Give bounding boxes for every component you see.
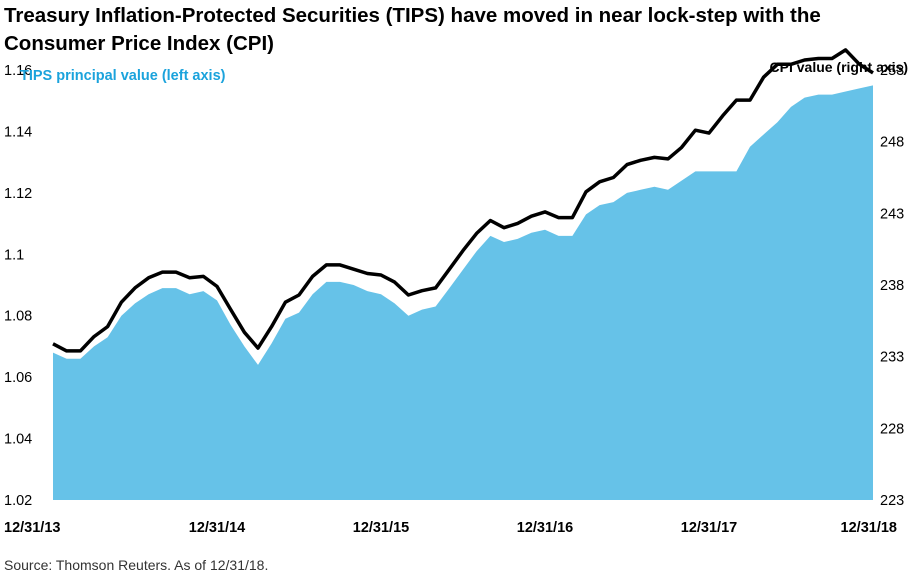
cpi-line-series: [52, 48, 874, 353]
right-tick-label: 228: [880, 421, 904, 437]
source-note: Source: Thomson Reuters. As of 12/31/18.: [4, 557, 269, 573]
left-tick-label: 1.1: [4, 247, 24, 263]
right-tick-label: 253: [880, 63, 904, 79]
right-axis: 253 248 243 238 233 228 223: [880, 63, 904, 509]
x-axis: 12/31/13 12/31/14 12/31/15 12/31/16 12/31/17…: [4, 520, 897, 536]
area-layer: [53, 85, 873, 501]
left-tick-label: 1.12: [4, 186, 32, 202]
left-tick-label: 1.04: [4, 432, 32, 448]
tips-area-series: [53, 85, 873, 501]
legend-cpi: CPI value (right axis): [770, 59, 908, 75]
left-axis: 1.16 1.14 1.12 1.1 1.08 1.06 1.04 1.02: [4, 63, 32, 509]
right-tick-label: 223: [880, 493, 904, 509]
legend-tips: TIPS principal value (left axis): [20, 68, 226, 84]
left-tick-label: 1.06: [4, 370, 32, 386]
chart-title: Treasury Inflation-Protected Securities …: [4, 4, 821, 55]
x-tick-label: 12/31/14: [189, 520, 245, 536]
left-tick-label: 1.16: [4, 63, 32, 79]
x-tick-label: 12/31/13: [4, 520, 60, 536]
x-tick-label: 12/31/16: [517, 520, 573, 536]
line-layer: [52, 48, 874, 353]
left-tick-label: 1.02: [4, 493, 32, 509]
x-tick-label: 12/31/17: [681, 520, 737, 536]
right-tick-label: 248: [880, 135, 904, 151]
left-tick-label: 1.14: [4, 124, 32, 140]
right-tick-label: 233: [880, 350, 904, 366]
x-tick-label: 12/31/15: [353, 520, 409, 536]
left-tick-label: 1.08: [4, 309, 32, 325]
right-tick-label: 243: [880, 206, 904, 222]
right-tick-label: 238: [880, 278, 904, 294]
x-tick-label: 12/31/18: [841, 520, 897, 536]
